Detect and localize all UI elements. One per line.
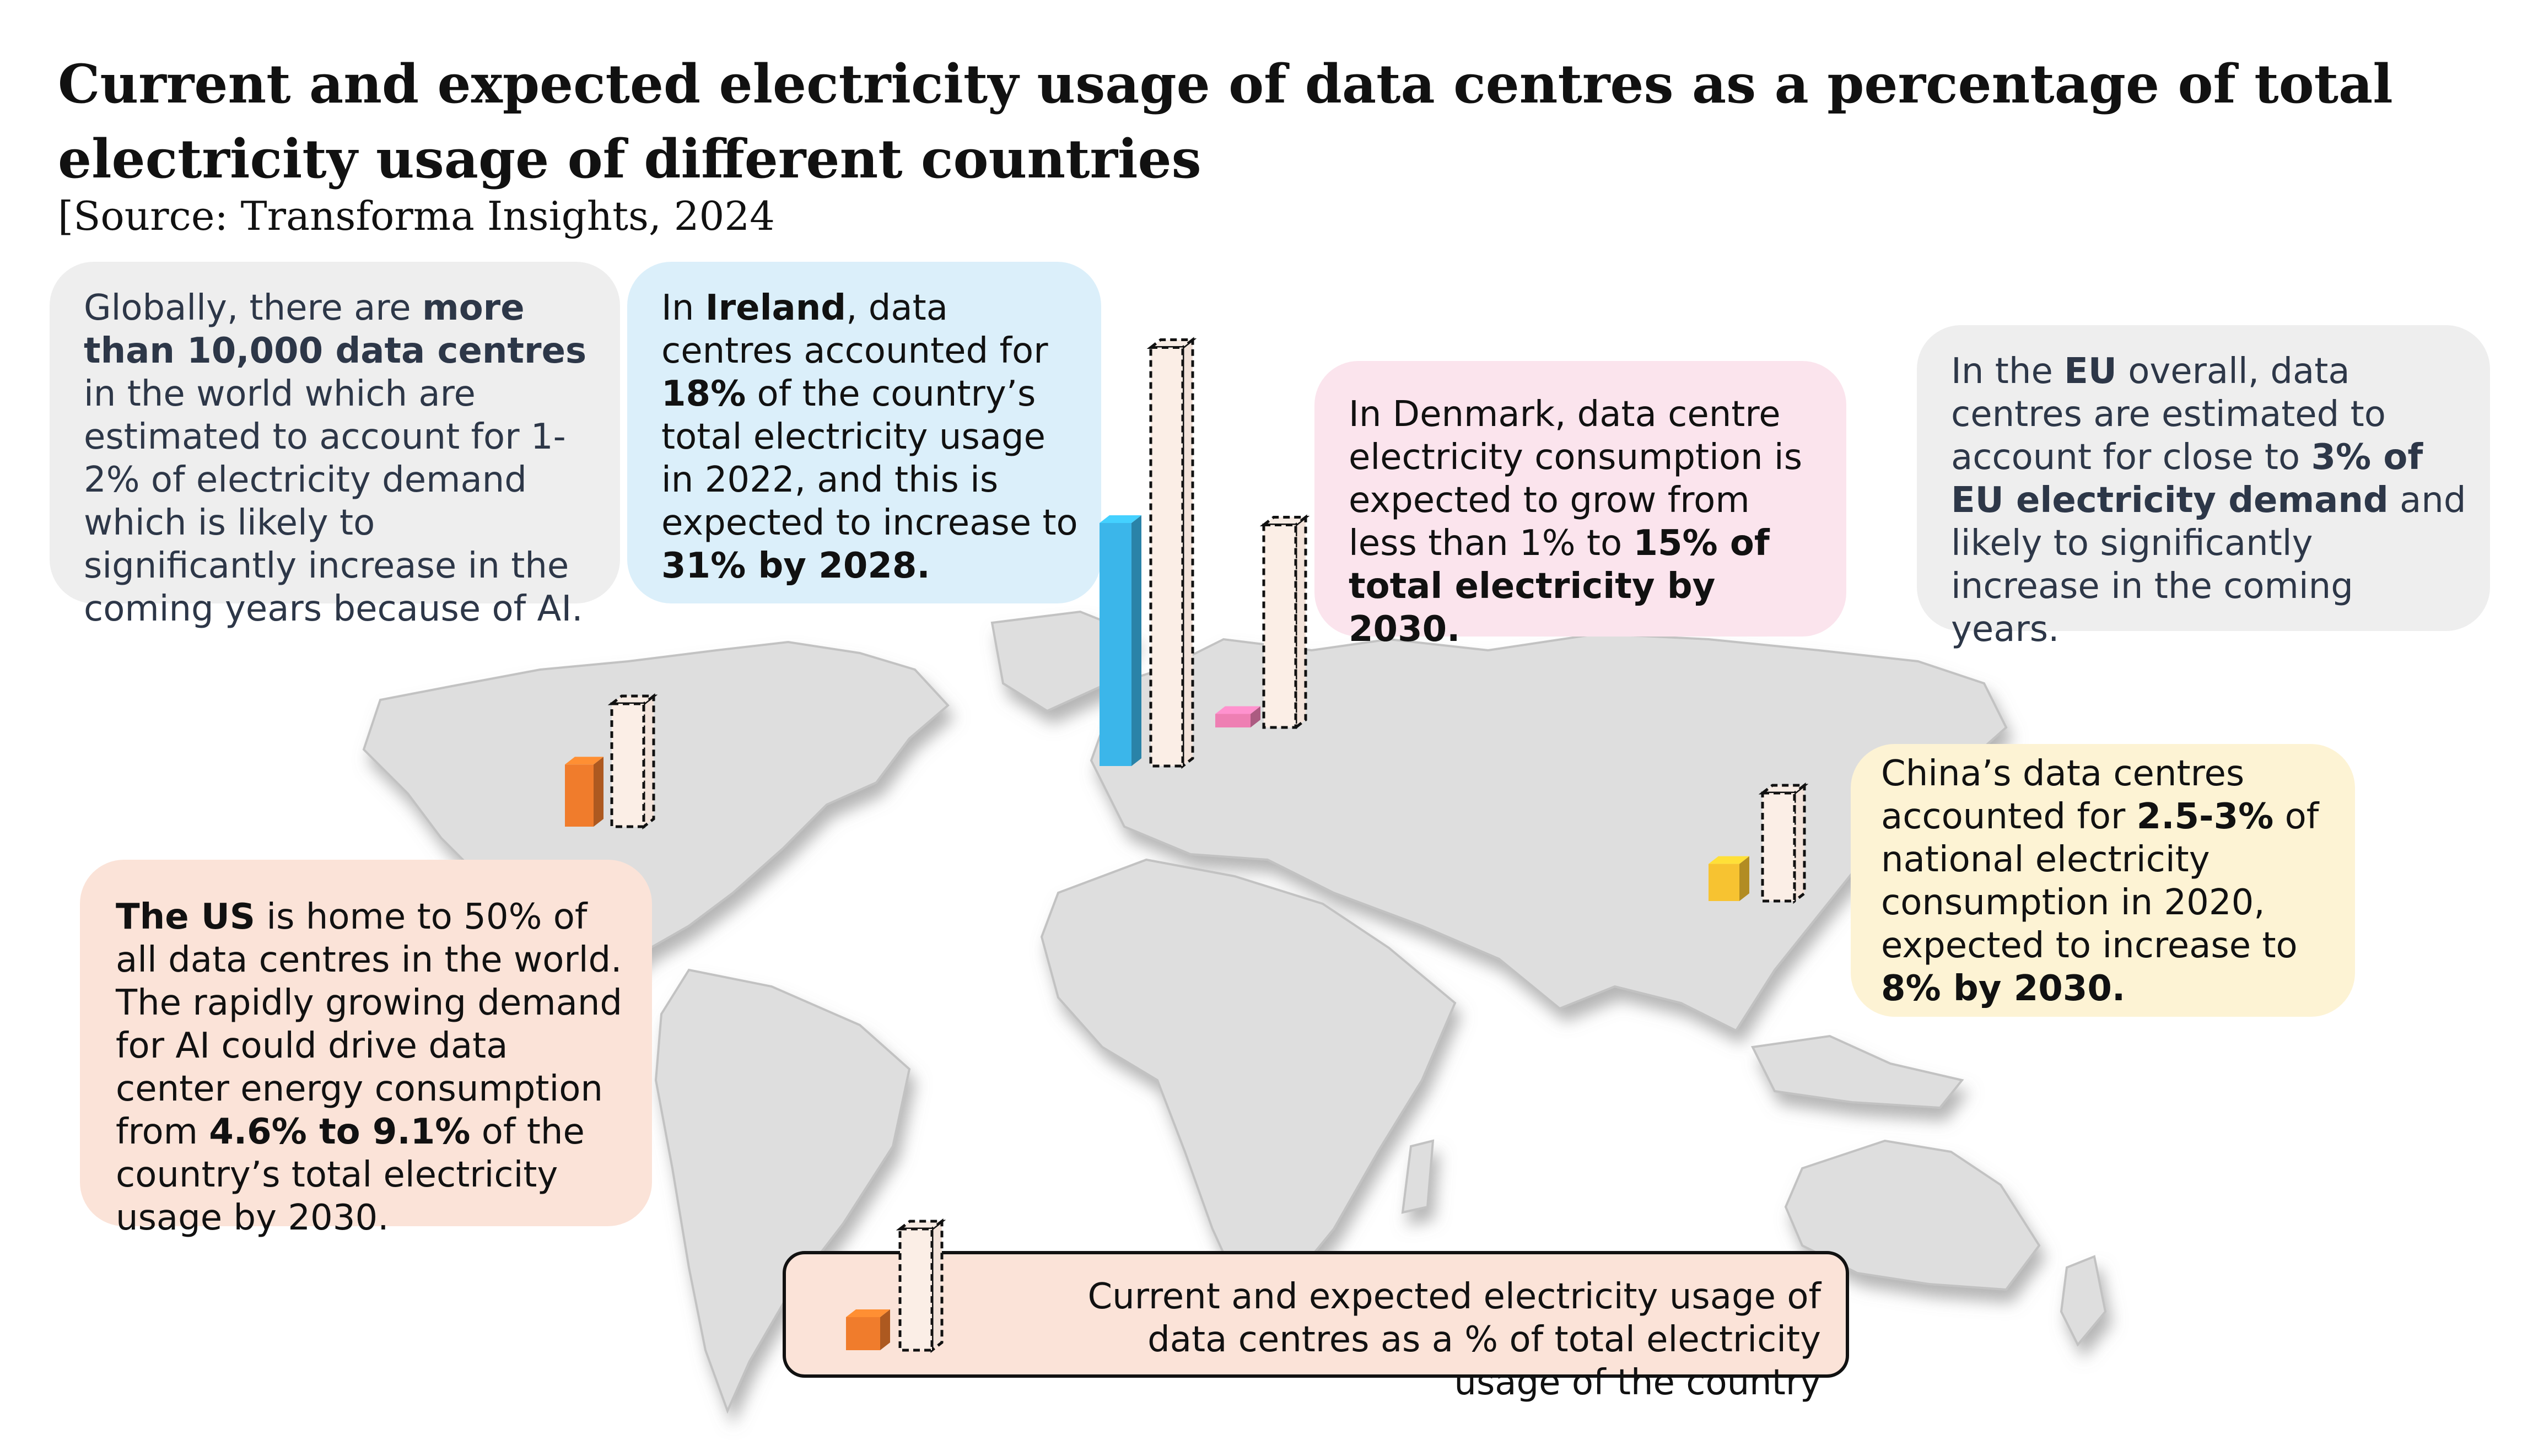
bar-expected-china-front bbox=[1761, 791, 1796, 903]
bar-expected-denmark-front bbox=[1262, 524, 1297, 729]
bar-current-china-top bbox=[1709, 856, 1749, 864]
southeast-asia-shape bbox=[1750, 1034, 1964, 1109]
source-note: [Source: Transforma Insights, 2024 bbox=[58, 193, 775, 239]
chart-title: Current and expected electricity usage o… bbox=[58, 53, 2393, 190]
legend-expected-bar-front bbox=[898, 1227, 934, 1352]
bar-current-ireland-top bbox=[1100, 515, 1141, 523]
bar-current-denmark-front bbox=[1215, 714, 1251, 727]
legend-current-bar-top bbox=[846, 1309, 890, 1317]
bar-expected-denmark-side bbox=[1294, 514, 1307, 731]
new-zealand-shape bbox=[2060, 1255, 2107, 1347]
ireland-info-box: In Ireland, data centres accounted for 1… bbox=[627, 262, 1101, 603]
global-info-box: Globally, there are more than 10,000 dat… bbox=[50, 262, 620, 629]
denmark-info-box: In Denmark, data centre electricity cons… bbox=[1314, 361, 1846, 650]
china-info-box: China’s data centres accounted for 2.5-3… bbox=[1851, 744, 2355, 1017]
bar-current-ireland-front bbox=[1100, 523, 1131, 766]
legend-current-bar-side bbox=[880, 1309, 890, 1350]
bar-current-china-front bbox=[1709, 864, 1739, 901]
legend-current-bar-front bbox=[846, 1317, 880, 1350]
madagascar-shape bbox=[1401, 1139, 1435, 1214]
bar-current-denmark-top bbox=[1215, 706, 1260, 714]
bar-current-ireland-side bbox=[1131, 515, 1141, 766]
bar-expected-us-front bbox=[610, 702, 645, 828]
legend-expected-bar-side bbox=[930, 1218, 944, 1353]
south-america-shape bbox=[654, 968, 911, 1414]
bar-current-us-front bbox=[565, 764, 594, 827]
legend-text: Current and expected electricity usage o… bbox=[1087, 1276, 1821, 1403]
legend-box: Current and expected electricity usage o… bbox=[783, 1251, 1849, 1403]
eu-info-box: In the EU overall, data centres are esti… bbox=[1917, 325, 2490, 650]
bar-expected-us-side bbox=[642, 693, 655, 830]
bar-current-us-side bbox=[594, 757, 603, 827]
bar-current-us-top bbox=[565, 757, 603, 765]
australia-shape bbox=[1784, 1139, 2041, 1291]
bar-expected-ireland-side bbox=[1181, 337, 1194, 769]
bar-expected-ireland-front bbox=[1149, 346, 1184, 768]
bar-current-denmark-side bbox=[1251, 706, 1260, 727]
bar-current-china-side bbox=[1739, 856, 1749, 901]
us-info-box: The US is home to 50% of all data centre… bbox=[80, 860, 652, 1238]
bar-expected-china-side bbox=[1793, 782, 1806, 904]
